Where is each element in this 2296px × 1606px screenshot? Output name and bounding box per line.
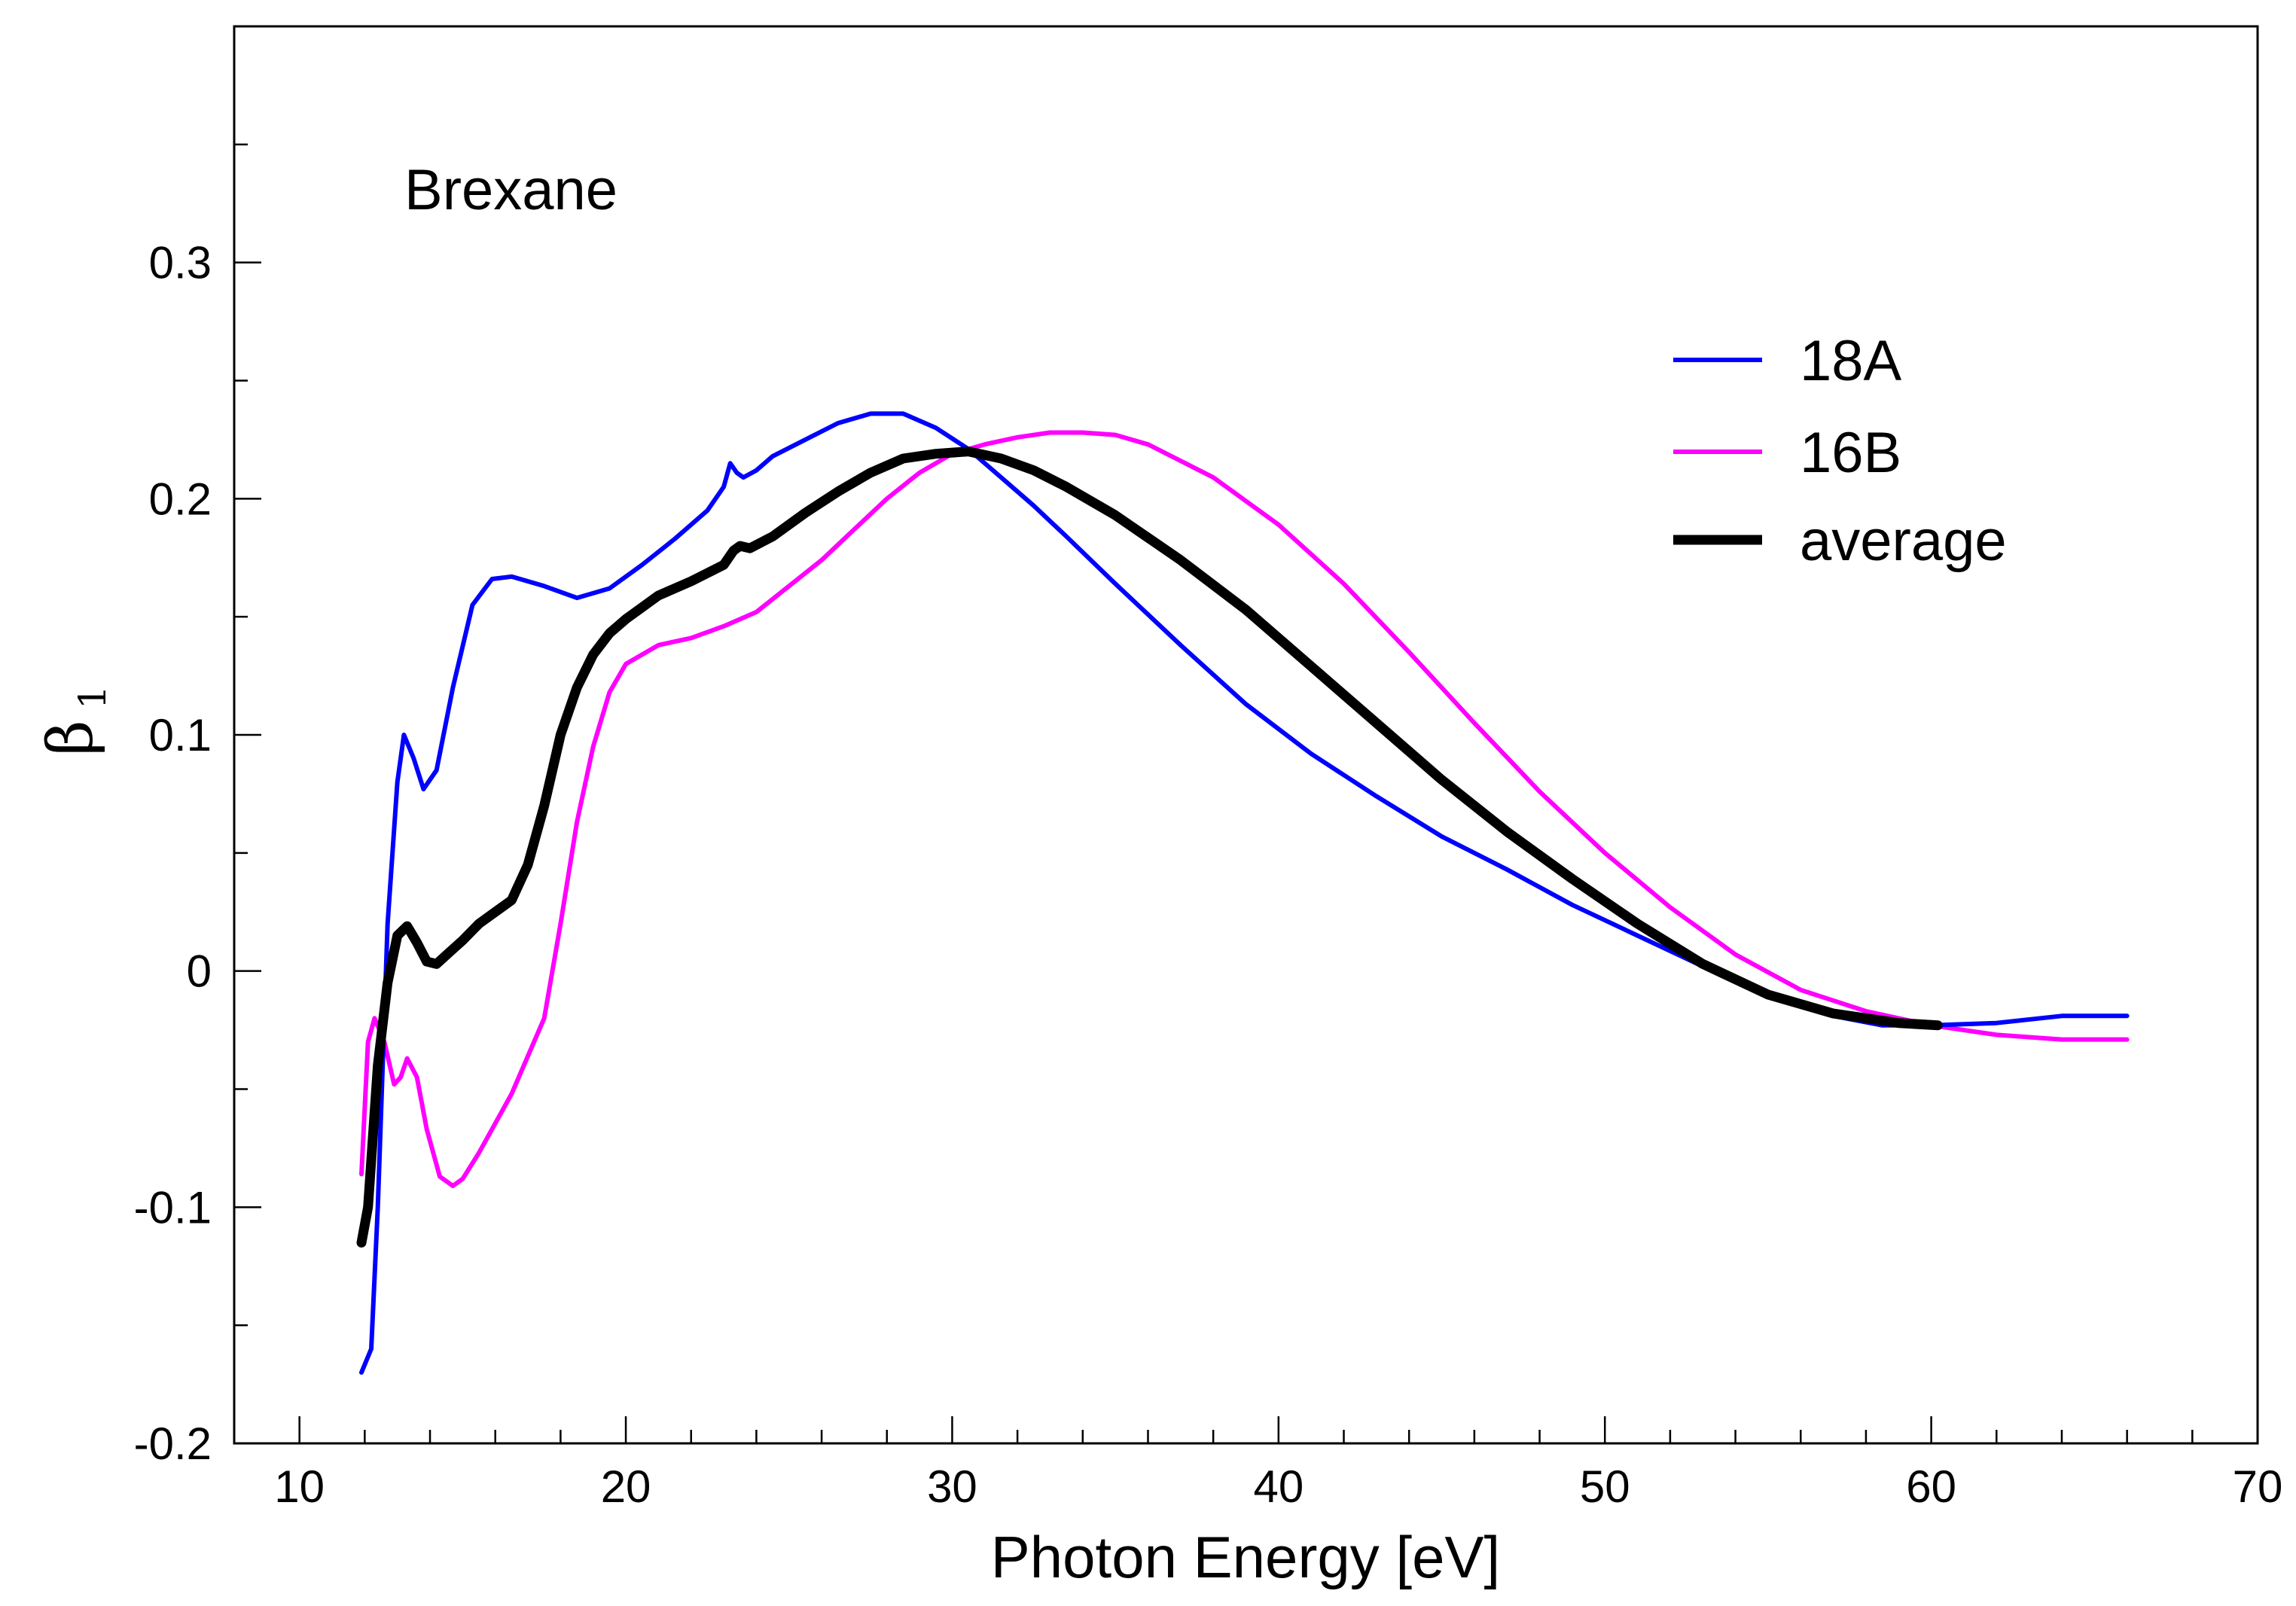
series-line-18A [359, 411, 2130, 1375]
y-tick-label: 0 [187, 946, 212, 997]
y-axis-title-symbol: β [35, 720, 107, 755]
x-axis-title: Photon Energy [eV] [991, 1524, 1500, 1590]
y-axis-title-subscript: 1 [71, 685, 114, 709]
series-line-16B [359, 430, 2130, 1189]
series-line-average [356, 446, 1943, 1248]
chart-annotation: Brexane [404, 158, 617, 222]
plot-area-frame [233, 25, 2259, 1445]
x-tick-label: 50 [1580, 1461, 1630, 1512]
x-tick-label: 30 [927, 1461, 977, 1512]
y-tick-label: 0.1 [149, 710, 212, 760]
x-tick-label: 70 [2233, 1461, 2283, 1512]
y-tick-label: -0.1 [134, 1182, 212, 1233]
y-axis: -0.2 -0.1 0 0.1 0.2 0.3 [134, 25, 261, 1469]
series-layer [356, 411, 2130, 1375]
y-tick-label: 0.2 [149, 474, 212, 524]
x-tick-label: 20 [601, 1461, 651, 1512]
legend-label-average: average [1800, 509, 2007, 573]
legend-label-18A: 18A [1800, 329, 1902, 393]
x-tick-label: 40 [1253, 1461, 1304, 1512]
legend-label-16B: 16B [1800, 421, 1901, 485]
x-tick-label: 60 [1906, 1461, 1956, 1512]
x-tick-label: 10 [274, 1461, 325, 1512]
x-axis: 10 20 30 40 50 60 70 [233, 1416, 2283, 1512]
y-tick-label: -0.2 [134, 1419, 212, 1469]
y-tick-label: 0.3 [149, 238, 212, 288]
y-axis-title: β 1 [35, 685, 114, 756]
legend: 18A 16B average [1673, 329, 2007, 573]
